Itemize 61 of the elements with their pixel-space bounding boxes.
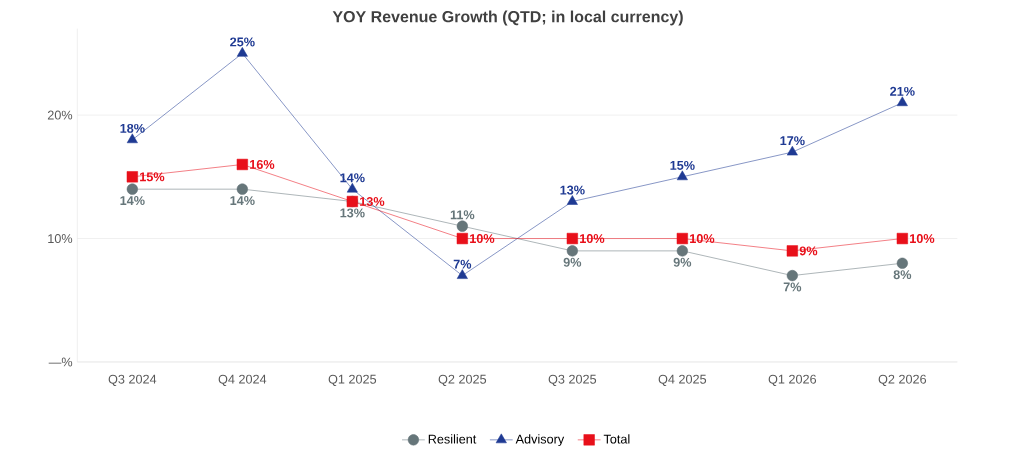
x-tick-label: Q1 2025 [328,374,377,386]
point [896,257,908,269]
point [676,245,688,257]
point [346,182,358,193]
data-label: 17% [780,136,805,146]
data-label: 9% [563,257,582,267]
point [566,195,578,205]
data-label: 7% [453,259,472,269]
data-label: 14% [230,196,255,206]
x-tick-label: Q2 2026 [878,374,927,386]
data-label: 8% [893,270,912,280]
data-label: 10% [470,234,495,244]
x-tick-label: Q3 2025 [548,374,597,386]
data-label: 10% [580,234,605,244]
point [456,269,468,279]
legend-label: Resilient [428,434,477,444]
point [786,145,798,156]
y-tick-label: 10% [48,234,73,244]
chart-title: YOY Revenue Growth (QTD; in local currency) [332,10,683,26]
point [896,96,908,107]
data-label: 13% [360,197,385,207]
point [566,232,578,245]
point [236,183,248,195]
data-label: 10% [910,234,935,244]
legend-label: Total [603,434,630,444]
data-label: 11% [450,210,475,220]
point [786,269,798,282]
data-label: 13% [340,208,365,218]
data-label: 15% [140,172,165,182]
data-label: 7% [783,282,802,292]
point [896,232,908,245]
data-label: 25% [230,37,255,47]
y-tick-label: —% [48,357,73,367]
data-label: 10% [690,234,715,244]
point [676,232,688,245]
y-tick-label: 20% [47,110,73,120]
data-label: 14% [340,173,365,183]
x-tick-label: Q1 2026 [768,374,817,386]
x-tick-label: Q4 2025 [658,374,707,386]
data-label: 9% [673,257,692,267]
point [676,170,688,181]
data-label: 15% [670,160,695,170]
data-label: 14% [120,196,145,206]
point [236,158,248,171]
point [126,171,138,183]
x-tick-label: Q2 2025 [438,374,487,386]
point [456,220,468,232]
point [786,245,798,257]
data-label: 16% [250,159,275,169]
data-label: 13% [560,185,585,195]
point [456,232,468,245]
data-label: 18% [120,123,145,133]
x-tick-label: Q4 2024 [218,374,267,386]
data-label: 21% [890,86,915,96]
legend-label: Advisory [515,434,565,447]
data-label: 9% [799,246,818,256]
x-tick-label: Q3 2024 [108,374,157,386]
point [126,183,138,195]
point [236,47,248,57]
point [126,133,138,144]
point [566,245,578,257]
